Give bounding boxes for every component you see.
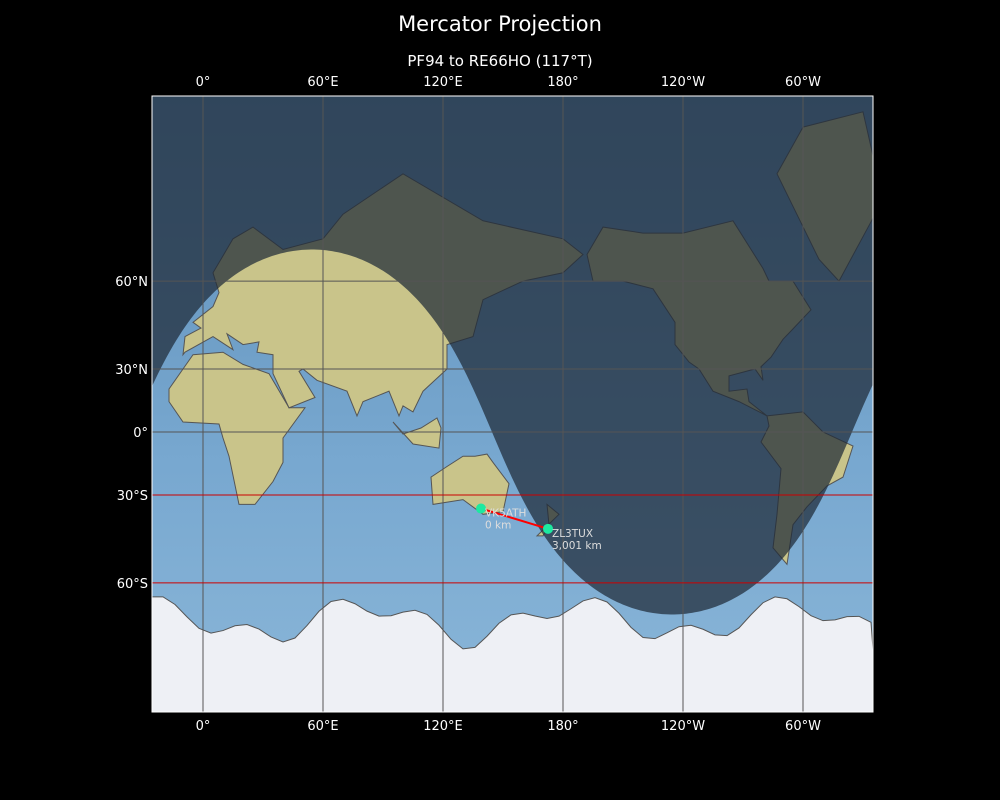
graticule — [152, 96, 873, 712]
lon-tick-label-top: 60°W — [785, 75, 821, 90]
station-marker[interactable] — [476, 503, 486, 514]
lon-tick-label-top: 0° — [196, 75, 211, 90]
station-distance: 3,001 km — [552, 540, 602, 552]
lon-tick-label-bottom: 180° — [547, 719, 578, 734]
station-marker[interactable] — [543, 523, 553, 534]
lon-tick-label-bottom: 120°W — [661, 719, 705, 734]
lon-tick-label-bottom: 60°E — [307, 719, 338, 734]
lat-tick-label: 60°S — [117, 577, 148, 592]
lon-tick-label-top: 180° — [547, 75, 578, 90]
lat-tick-label: 30°N — [115, 363, 148, 378]
lon-tick-label-bottom: 0° — [196, 719, 211, 734]
great-circle-path — [480, 507, 549, 530]
station-name: ZL3TUX — [552, 528, 593, 540]
lat-tick-label: 0° — [133, 426, 148, 441]
map-subtitle: PF94 to RE66HO (117°T) — [407, 52, 593, 70]
page-title: Mercator Projection — [398, 12, 602, 36]
night-shadow — [152, 96, 873, 615]
lon-tick-label-top: 120°E — [423, 75, 463, 90]
lon-tick-label-bottom: 60°W — [785, 719, 821, 734]
lon-tick-label-top: 120°W — [661, 75, 705, 90]
antarctica-landmass — [152, 596, 873, 712]
lat-tick-label: 30°S — [117, 489, 148, 504]
station-distance: 0 km — [485, 520, 511, 532]
lat-tick-label: 60°N — [115, 275, 148, 290]
australia-landmass — [430, 453, 510, 515]
sumatra-borneo-landmass — [392, 417, 442, 449]
map-frame — [151, 95, 874, 713]
lon-tick-label-top: 60°E — [307, 75, 338, 90]
lon-tick-label-bottom: 120°E — [423, 719, 463, 734]
station-name: VK5ATH — [485, 508, 526, 520]
